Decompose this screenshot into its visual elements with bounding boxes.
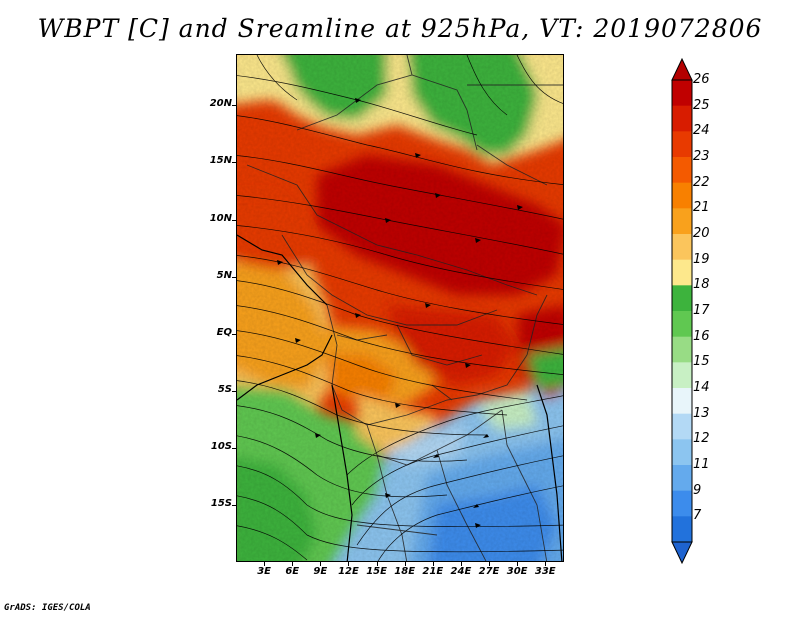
lon-tick-mark bbox=[376, 562, 378, 566]
lon-tick-label: 3E bbox=[257, 566, 271, 577]
colorbar-swatch bbox=[672, 285, 692, 312]
lon-tick-mark bbox=[517, 562, 519, 566]
wbpt-field bbox=[237, 55, 563, 561]
lon-tick-mark bbox=[460, 562, 462, 566]
lon-tick-label: 12E bbox=[338, 566, 359, 577]
lon-tick-label: 21E bbox=[422, 566, 444, 577]
colorbar-swatch bbox=[672, 465, 692, 492]
lon-tick-mark bbox=[264, 562, 266, 566]
colorbar-swatch bbox=[672, 516, 692, 543]
map-panel bbox=[236, 54, 564, 562]
colorbar-label: 26 bbox=[693, 72, 710, 87]
colorbar-label: 25 bbox=[693, 97, 710, 113]
lat-tick-mark bbox=[232, 219, 236, 221]
colorbar-label: 16 bbox=[693, 328, 710, 344]
colorbar-bottom-arrow bbox=[671, 541, 693, 564]
colorbar-swatch bbox=[672, 362, 692, 389]
colorbar-label: 18 bbox=[693, 277, 710, 293]
lat-tick-label: 15S bbox=[210, 497, 232, 509]
colorbar-label: 21 bbox=[693, 200, 710, 216]
colorbar-label: 11 bbox=[693, 457, 710, 472]
lon-tick-mark bbox=[320, 562, 322, 566]
lon-tick-label: 24E bbox=[450, 566, 472, 577]
lon-tick-mark bbox=[404, 562, 406, 566]
lon-tick-label: 33E bbox=[534, 566, 556, 577]
lat-tick-mark bbox=[232, 333, 236, 335]
lat-tick-label: 10N bbox=[209, 212, 232, 224]
lat-tick-label: 15N bbox=[209, 155, 232, 167]
colorbar-swatch bbox=[672, 413, 692, 440]
colorbar-swatch bbox=[672, 311, 692, 338]
lat-tick-label: 10S bbox=[210, 440, 232, 452]
lon-tick-label: 6E bbox=[285, 566, 300, 577]
colorbar-swatch bbox=[672, 182, 692, 209]
lat-tick-label: EQ bbox=[216, 326, 232, 338]
colorbar-label: 17 bbox=[693, 303, 710, 318]
lon-tick-label: 27E bbox=[478, 566, 500, 577]
colorbar-label: 24 bbox=[693, 123, 710, 139]
colorbar-label: 9 bbox=[693, 482, 702, 498]
lat-tick-mark bbox=[232, 105, 236, 107]
lat-tick-mark bbox=[232, 390, 236, 392]
lat-tick-mark bbox=[232, 447, 236, 449]
colorbar-label: 7 bbox=[693, 508, 702, 524]
colorbar-swatch bbox=[672, 490, 692, 517]
colorbar-swatch bbox=[672, 208, 692, 235]
colorbar-swatch bbox=[672, 105, 692, 132]
lat-tick-mark bbox=[232, 162, 236, 164]
colorbar-label: 13 bbox=[693, 405, 710, 421]
lon-tick-label: 9E bbox=[313, 566, 328, 577]
lon-tick-mark bbox=[348, 562, 350, 566]
lat-tick-label: 5S bbox=[217, 383, 232, 395]
colorbar-top-arrow bbox=[671, 58, 693, 81]
lon-tick-label: 15E bbox=[366, 566, 387, 577]
colorbar-swatch bbox=[672, 157, 692, 184]
colorbar bbox=[671, 58, 693, 564]
chart-title: WBPT [C] and Sreamline at 925hPa, VT: 20… bbox=[37, 14, 763, 43]
colorbar-label: 12 bbox=[693, 431, 710, 447]
lon-tick-mark bbox=[545, 562, 547, 566]
lon-tick-mark bbox=[292, 562, 294, 566]
colorbar-swatch bbox=[672, 131, 692, 158]
lat-tick-label: 20N bbox=[209, 98, 232, 110]
colorbar-swatch bbox=[672, 259, 692, 286]
colorbar-label: 15 bbox=[693, 354, 710, 370]
lon-tick-mark bbox=[432, 562, 434, 566]
colorbar-label: 20 bbox=[693, 226, 710, 241]
grads-credit: GrADS: IGES/COLA bbox=[4, 603, 91, 613]
lat-tick-mark bbox=[232, 276, 236, 278]
colorbar-swatch bbox=[672, 439, 692, 466]
colorbar-label: 14 bbox=[693, 380, 710, 395]
lat-tick-label: 5N bbox=[216, 269, 232, 281]
lon-tick-label: 18E bbox=[394, 566, 416, 577]
colorbar-swatch bbox=[672, 388, 692, 415]
lon-tick-mark bbox=[489, 562, 491, 566]
colorbar-swatch bbox=[672, 80, 692, 107]
colorbar-label: 23 bbox=[693, 149, 710, 164]
colorbar-swatch bbox=[672, 336, 692, 363]
lat-tick-mark bbox=[232, 504, 236, 506]
lon-tick-label: 30E bbox=[506, 566, 528, 577]
colorbar-label: 19 bbox=[693, 251, 710, 267]
colorbar-swatch bbox=[672, 234, 692, 261]
colorbar-label: 22 bbox=[693, 174, 710, 190]
